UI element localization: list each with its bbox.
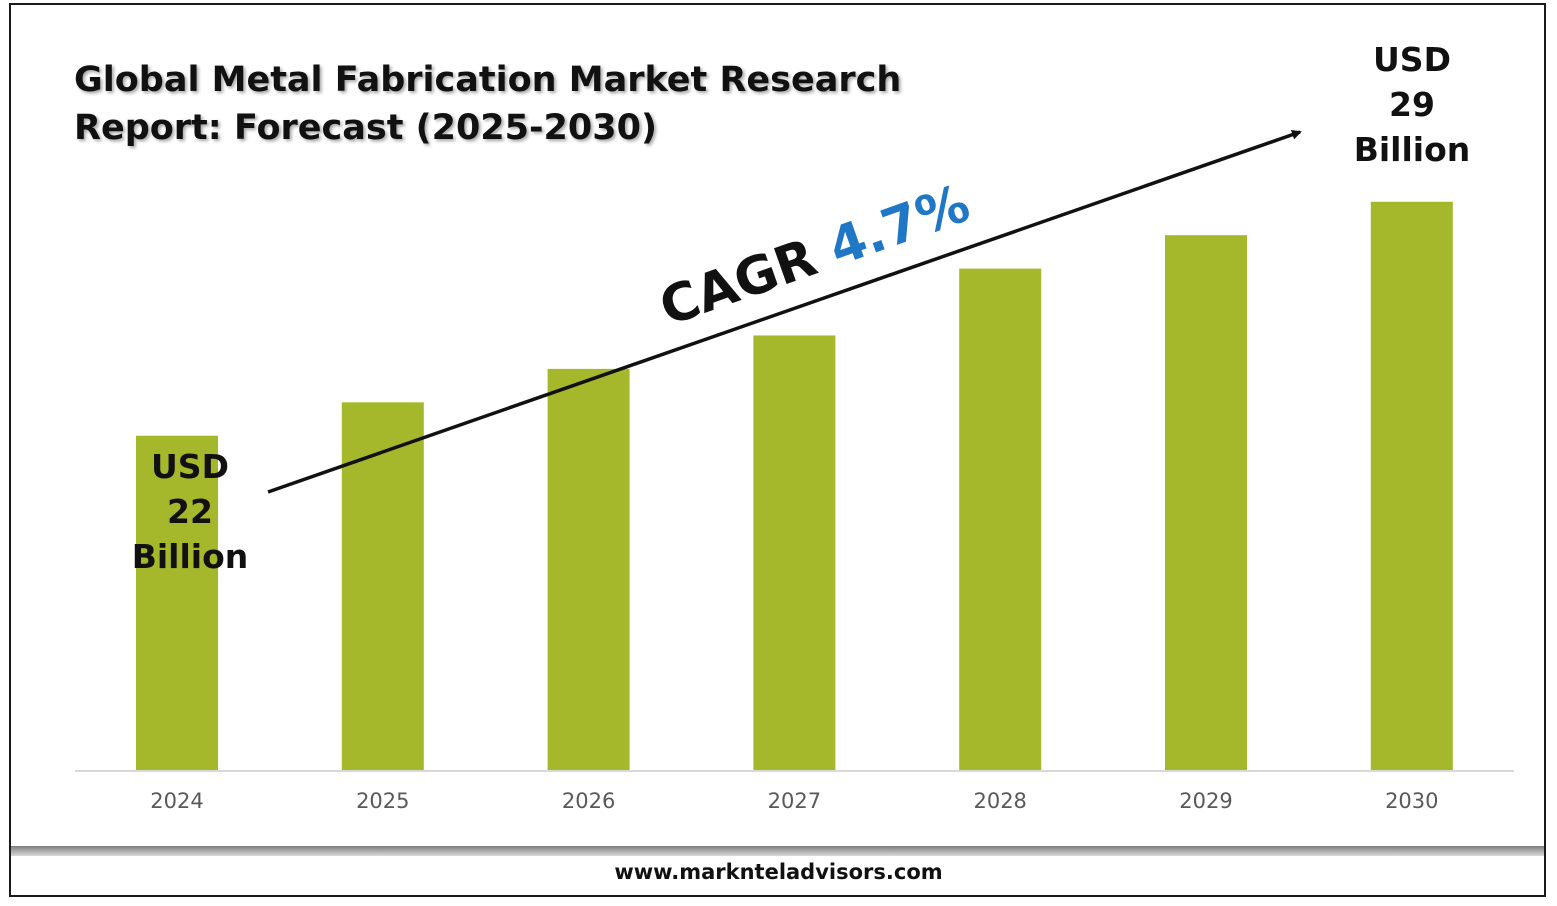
chart-title: Global Metal Fabrication Market Research… bbox=[74, 56, 901, 152]
bar-2025 bbox=[341, 402, 424, 770]
bar-2028 bbox=[959, 268, 1042, 770]
x-tick-label-2030: 2030 bbox=[1385, 789, 1438, 813]
value-label-2030: USD 29 Billion bbox=[1354, 40, 1471, 169]
chart-title-line-1: Global Metal Fabrication Market Research bbox=[74, 60, 902, 100]
x-tick-label-2025: 2025 bbox=[356, 789, 409, 813]
chart-title-line-2: Report: Forecast (2025-2030) bbox=[74, 108, 657, 148]
cagr-annotation: CAGR 4.7% bbox=[652, 174, 977, 339]
x-tick-label-2027: 2027 bbox=[768, 789, 821, 813]
bar-2026 bbox=[547, 368, 630, 770]
growth-arrow bbox=[267, 129, 1302, 494]
bar-2024 bbox=[136, 435, 218, 770]
footer-website[interactable]: www.marknteladvisors.com bbox=[614, 860, 943, 884]
bar-2027 bbox=[753, 335, 836, 770]
bar-2029 bbox=[1165, 235, 1247, 771]
x-tick-label-2026: 2026 bbox=[562, 789, 615, 813]
bar-2030 bbox=[1370, 201, 1453, 770]
x-tick-label-2028: 2028 bbox=[973, 789, 1026, 813]
x-tick-label-2024: 2024 bbox=[150, 789, 203, 813]
cagr-value: 4.7% bbox=[821, 174, 977, 279]
footer-divider bbox=[11, 846, 1544, 856]
value-label-2024: USD 22 Billion bbox=[132, 447, 249, 576]
x-tick-label-2029: 2029 bbox=[1179, 789, 1232, 813]
